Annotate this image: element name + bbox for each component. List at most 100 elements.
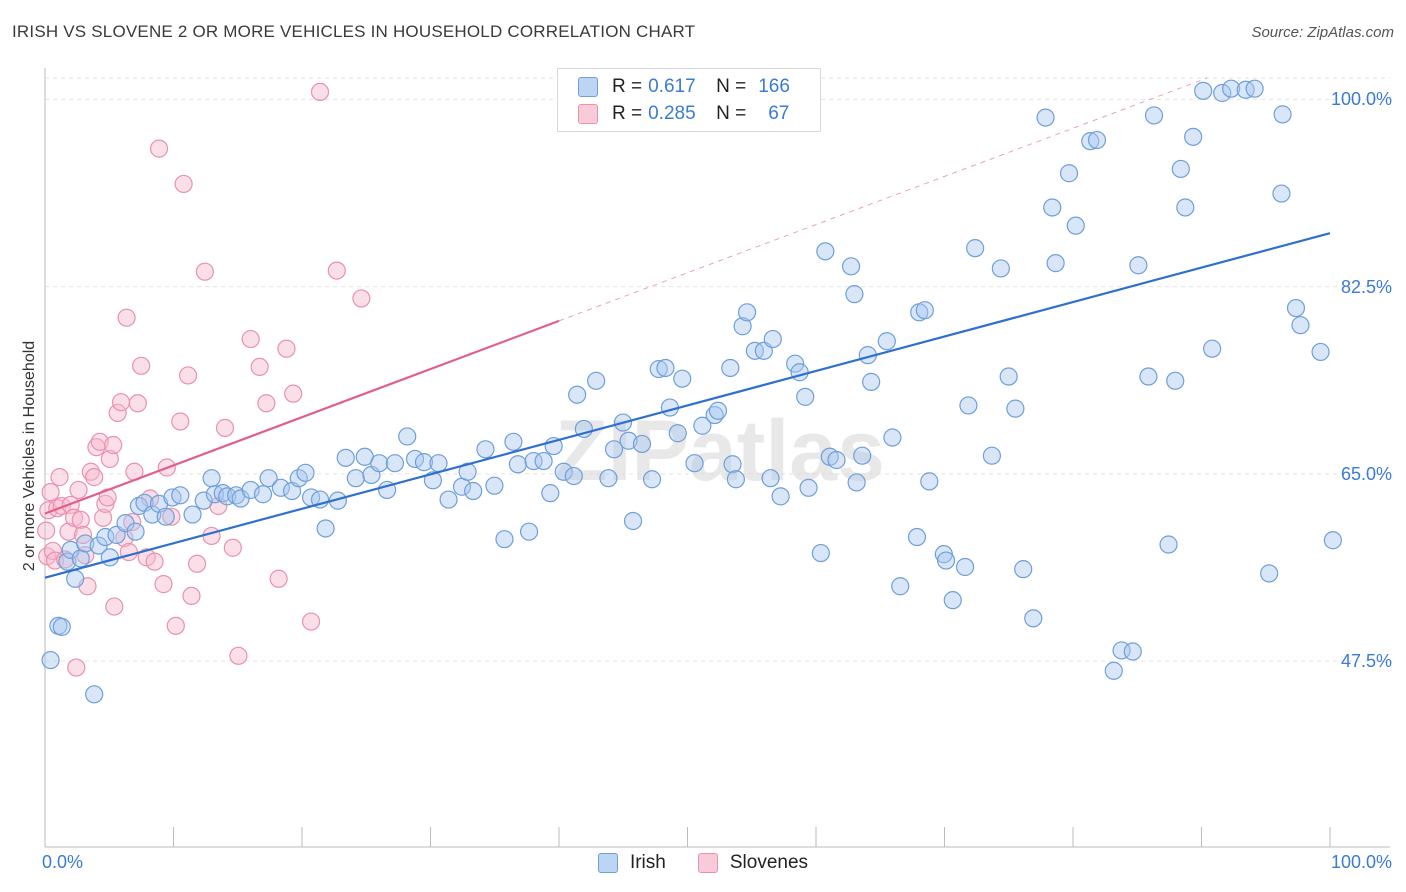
slovenes-point	[67, 658, 86, 677]
legend-item-irish[interactable]: Irish	[597, 852, 666, 874]
irish-point	[1024, 609, 1043, 628]
irish-point	[143, 505, 162, 524]
trend-lines	[44, 77, 1331, 579]
r-label: R =	[612, 103, 643, 124]
slovenes-point	[71, 510, 90, 530]
irish-point	[96, 527, 115, 547]
irish-point	[85, 685, 104, 704]
irish-point	[642, 470, 662, 489]
irish-point	[632, 434, 652, 454]
irish-point	[423, 471, 443, 490]
irish-point	[1222, 79, 1241, 98]
irish-point	[76, 534, 95, 553]
irish-point	[1081, 132, 1100, 151]
irish-point	[429, 454, 448, 473]
irish-point	[1171, 159, 1190, 179]
n-label: N =	[716, 76, 747, 97]
irish-point	[541, 484, 560, 503]
irish-point	[723, 455, 742, 474]
slovenes-point	[145, 552, 164, 571]
irish-point	[1014, 560, 1033, 579]
irish-point	[862, 372, 881, 391]
slovenes-point	[284, 384, 303, 403]
irish-point	[202, 469, 221, 488]
irish-point	[673, 369, 692, 388]
irish-point	[1006, 399, 1025, 418]
irish-point	[253, 485, 273, 504]
slovenes-point	[64, 508, 84, 527]
legend-swatch-irish	[597, 853, 618, 873]
slovenes-point	[154, 575, 173, 594]
slovenes-point	[59, 522, 78, 541]
irish-point	[786, 354, 805, 373]
slovenes-point	[250, 357, 269, 376]
irish-point	[316, 519, 335, 538]
irish-point	[1043, 198, 1062, 217]
x-min-label: 0.0%	[42, 852, 84, 872]
irish-point	[685, 454, 704, 473]
irish-point	[554, 462, 573, 481]
slovenes-point	[223, 538, 242, 557]
slovenes-point	[37, 521, 56, 540]
irish-point	[943, 591, 962, 610]
r-value: 0.285	[648, 103, 696, 124]
irish-point	[847, 473, 866, 492]
irish-point	[66, 569, 85, 588]
irish-trend-line	[44, 232, 1331, 579]
irish-point	[1272, 184, 1291, 203]
slovenes-point	[132, 356, 151, 375]
slovenes-point	[117, 308, 136, 327]
irish-point	[564, 466, 583, 486]
irish-point	[726, 470, 745, 489]
irish-point	[587, 371, 606, 390]
legend-swatch-slovenes	[697, 853, 718, 873]
slovenes-point	[182, 586, 201, 605]
irish-point	[790, 363, 809, 382]
irish-point	[1104, 661, 1123, 680]
irish-point	[966, 239, 985, 258]
irish-point	[915, 301, 934, 320]
irish-point	[955, 557, 975, 577]
irish-point	[385, 454, 405, 473]
irish-point	[891, 577, 910, 596]
irish-point	[1166, 371, 1185, 390]
irish-point	[271, 478, 290, 497]
irish-point	[504, 432, 523, 451]
slovenes-trend-line	[44, 319, 560, 515]
slovenes-point	[241, 329, 260, 349]
irish-point	[761, 469, 780, 488]
irish-point	[519, 522, 539, 541]
irish-point	[1184, 127, 1203, 146]
irish-point	[604, 440, 624, 459]
irish-point	[1323, 531, 1342, 550]
irish-point	[1176, 198, 1195, 217]
irish-point	[126, 522, 145, 541]
irish-point	[1311, 342, 1330, 362]
legend-item-slovenes[interactable]: Slovenes	[697, 852, 808, 874]
irish-point	[877, 332, 896, 351]
slovenes-point	[195, 262, 214, 281]
irish-point	[737, 303, 757, 322]
slovenes-point	[149, 139, 169, 158]
slovenes-point	[171, 412, 190, 431]
slovenes-point	[202, 526, 221, 546]
irish-point	[524, 451, 543, 471]
irish-point	[100, 548, 119, 567]
n-value: 67	[768, 103, 790, 124]
stats-legend: R = 0.617 N = 166 R = 0.285 N = 67	[557, 68, 821, 132]
irish-point	[853, 446, 872, 465]
irish-point	[336, 448, 355, 467]
irish-point	[623, 511, 643, 531]
slovenes-point	[100, 449, 119, 469]
legend-swatch-slovenes	[578, 104, 598, 124]
r-value: 0.617	[648, 76, 696, 97]
irish-point	[171, 486, 190, 505]
irish-point	[1273, 105, 1292, 124]
irish-point	[668, 424, 687, 443]
slovenes-point	[90, 432, 109, 451]
irish-point	[1036, 108, 1055, 127]
irish-point	[259, 469, 278, 488]
slovenes-point	[85, 468, 104, 487]
slovenes-point	[310, 82, 330, 102]
irish-point	[959, 396, 978, 415]
